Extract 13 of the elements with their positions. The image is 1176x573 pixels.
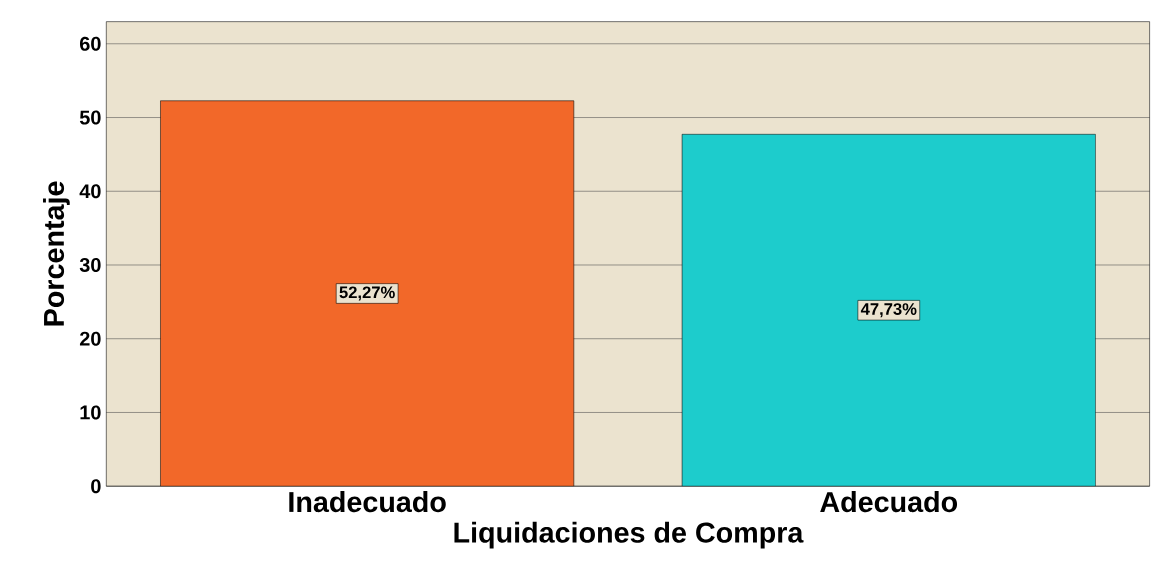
y-tick-label: 30 (79, 258, 101, 273)
x-axis-title: Liquidaciones de Compra (454, 521, 804, 549)
y-tick-label: 40 (79, 184, 101, 199)
y-tick-label: 0 (91, 479, 101, 494)
y-tick-label: 60 (80, 36, 101, 51)
x-tick-label: Adecuado (820, 491, 958, 513)
x-tick-label: Inadecuado (289, 491, 446, 513)
y-tick-label: 10 (80, 405, 101, 420)
y-axis-title: Porcentaje (43, 181, 70, 326)
y-tick-label: 50 (79, 110, 101, 125)
y-tick-label: 20 (79, 331, 101, 346)
data-label: 47,73% (860, 303, 917, 318)
data-label: 52,27% (339, 286, 395, 301)
